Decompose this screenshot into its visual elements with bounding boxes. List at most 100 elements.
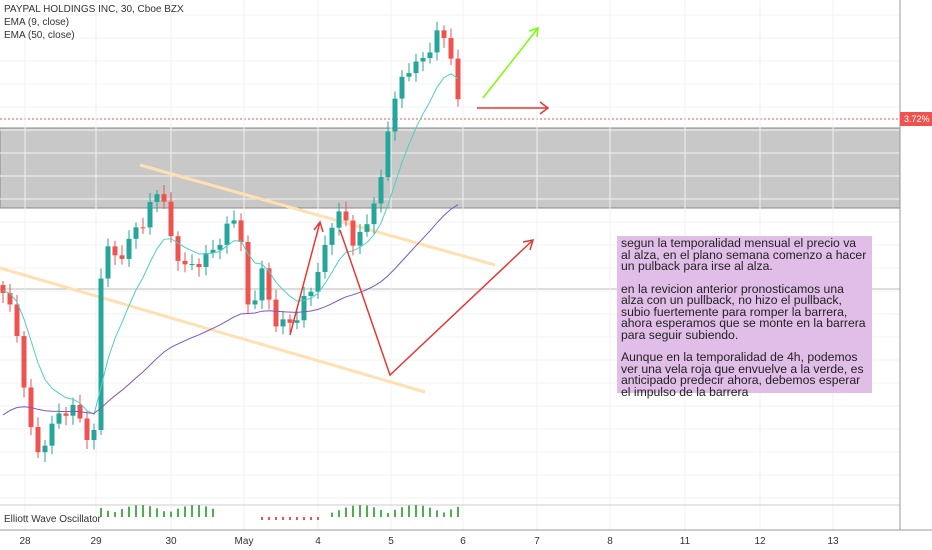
x-tick-label: 8	[607, 536, 613, 547]
candle	[7, 293, 13, 305]
osc-bar	[303, 517, 305, 520]
osc-bar	[394, 509, 396, 517]
x-tick-label: 5	[388, 536, 394, 547]
osc-bar	[289, 517, 291, 520]
candle	[315, 272, 321, 292]
osc-bar	[275, 517, 277, 520]
candle	[378, 177, 384, 204]
osc-bar	[359, 505, 361, 517]
ema-9	[2, 73, 459, 416]
osc-bar	[366, 505, 368, 517]
x-tick-label: 4	[315, 536, 321, 547]
candle	[329, 227, 335, 245]
title: PAYPAL HOLDINGS INC, 30, Cboe BZX	[4, 4, 184, 15]
osc-bar	[429, 507, 431, 517]
candle	[364, 224, 370, 232]
candle	[105, 246, 111, 279]
candle	[203, 253, 209, 267]
arrow	[289, 220, 324, 336]
x-tick-label: 11	[680, 536, 691, 547]
osc-bar	[457, 506, 459, 517]
candle	[448, 37, 454, 59]
arrow	[477, 101, 550, 115]
candle	[224, 223, 230, 245]
candle	[49, 423, 55, 446]
candle	[84, 418, 90, 440]
osc-bar	[121, 509, 123, 517]
x-tick-label: 6	[460, 536, 466, 547]
candle	[210, 249, 216, 254]
osc-bar	[345, 507, 347, 517]
candle	[238, 220, 244, 242]
note-paragraph: segun la temporalidad mensual el precio …	[621, 236, 867, 273]
candle	[392, 98, 398, 132]
osc-bar	[310, 517, 312, 520]
candle	[154, 194, 160, 202]
candle	[56, 413, 62, 424]
trend-line	[0, 266, 426, 394]
osc-bar	[114, 512, 116, 517]
candle	[399, 76, 405, 99]
indicator: EMA (50, close)	[4, 30, 75, 41]
candle	[287, 319, 293, 323]
trend-line	[139, 163, 496, 267]
osc-bar	[380, 509, 382, 517]
candle	[70, 404, 76, 416]
osc-bar	[191, 505, 193, 517]
candle	[112, 246, 118, 256]
osc-bar	[184, 506, 186, 517]
candle	[413, 61, 419, 74]
candle	[357, 231, 363, 246]
annotation: segun la temporalidad mensual el precio …	[617, 236, 872, 398]
candle	[168, 201, 174, 237]
candle	[161, 194, 167, 202]
candle	[231, 220, 237, 224]
oscillator-label: Elliott Wave Oscillator	[4, 514, 102, 525]
x-tick-label: 30	[165, 536, 177, 547]
osc-bar	[422, 505, 424, 517]
candle	[98, 278, 104, 431]
osc-bar	[352, 505, 354, 517]
candle	[455, 58, 461, 100]
candle	[217, 244, 223, 250]
osc-bar	[128, 506, 130, 517]
osc-bar	[282, 517, 284, 520]
osc-bar	[205, 506, 207, 517]
x-tick-label: 29	[90, 536, 102, 547]
osc-bar	[177, 508, 179, 517]
candle	[343, 211, 349, 221]
price-tag	[900, 112, 932, 126]
osc-bar	[443, 512, 445, 517]
candle	[434, 30, 440, 53]
osc-bar	[450, 509, 452, 517]
osc-bar	[212, 508, 214, 517]
x-tick-label: 12	[754, 536, 766, 547]
candle	[252, 300, 258, 305]
candle	[133, 227, 139, 239]
candle	[91, 430, 97, 440]
candle	[63, 413, 69, 416]
note-paragraph: Aunque en la temporalidad de 4h, podemos…	[621, 350, 864, 399]
candles	[0, 21, 461, 463]
osc-bar	[156, 508, 158, 517]
candle	[182, 260, 188, 265]
osc-bar	[170, 511, 172, 517]
x-tick-label: 7	[534, 536, 540, 547]
candle	[175, 236, 181, 261]
candle	[273, 299, 279, 327]
candle	[350, 220, 356, 246]
osc-bar	[107, 510, 109, 517]
osc-bar	[373, 507, 375, 517]
candle	[126, 238, 132, 259]
osc-bar	[436, 510, 438, 517]
osc-bar	[198, 505, 200, 517]
osc-bar	[149, 506, 151, 517]
candle	[301, 296, 307, 321]
candle	[35, 427, 41, 453]
arrow-up	[482, 26, 539, 99]
candle	[336, 211, 342, 228]
candle	[371, 203, 377, 225]
candle	[147, 201, 153, 228]
arrow	[339, 229, 535, 377]
